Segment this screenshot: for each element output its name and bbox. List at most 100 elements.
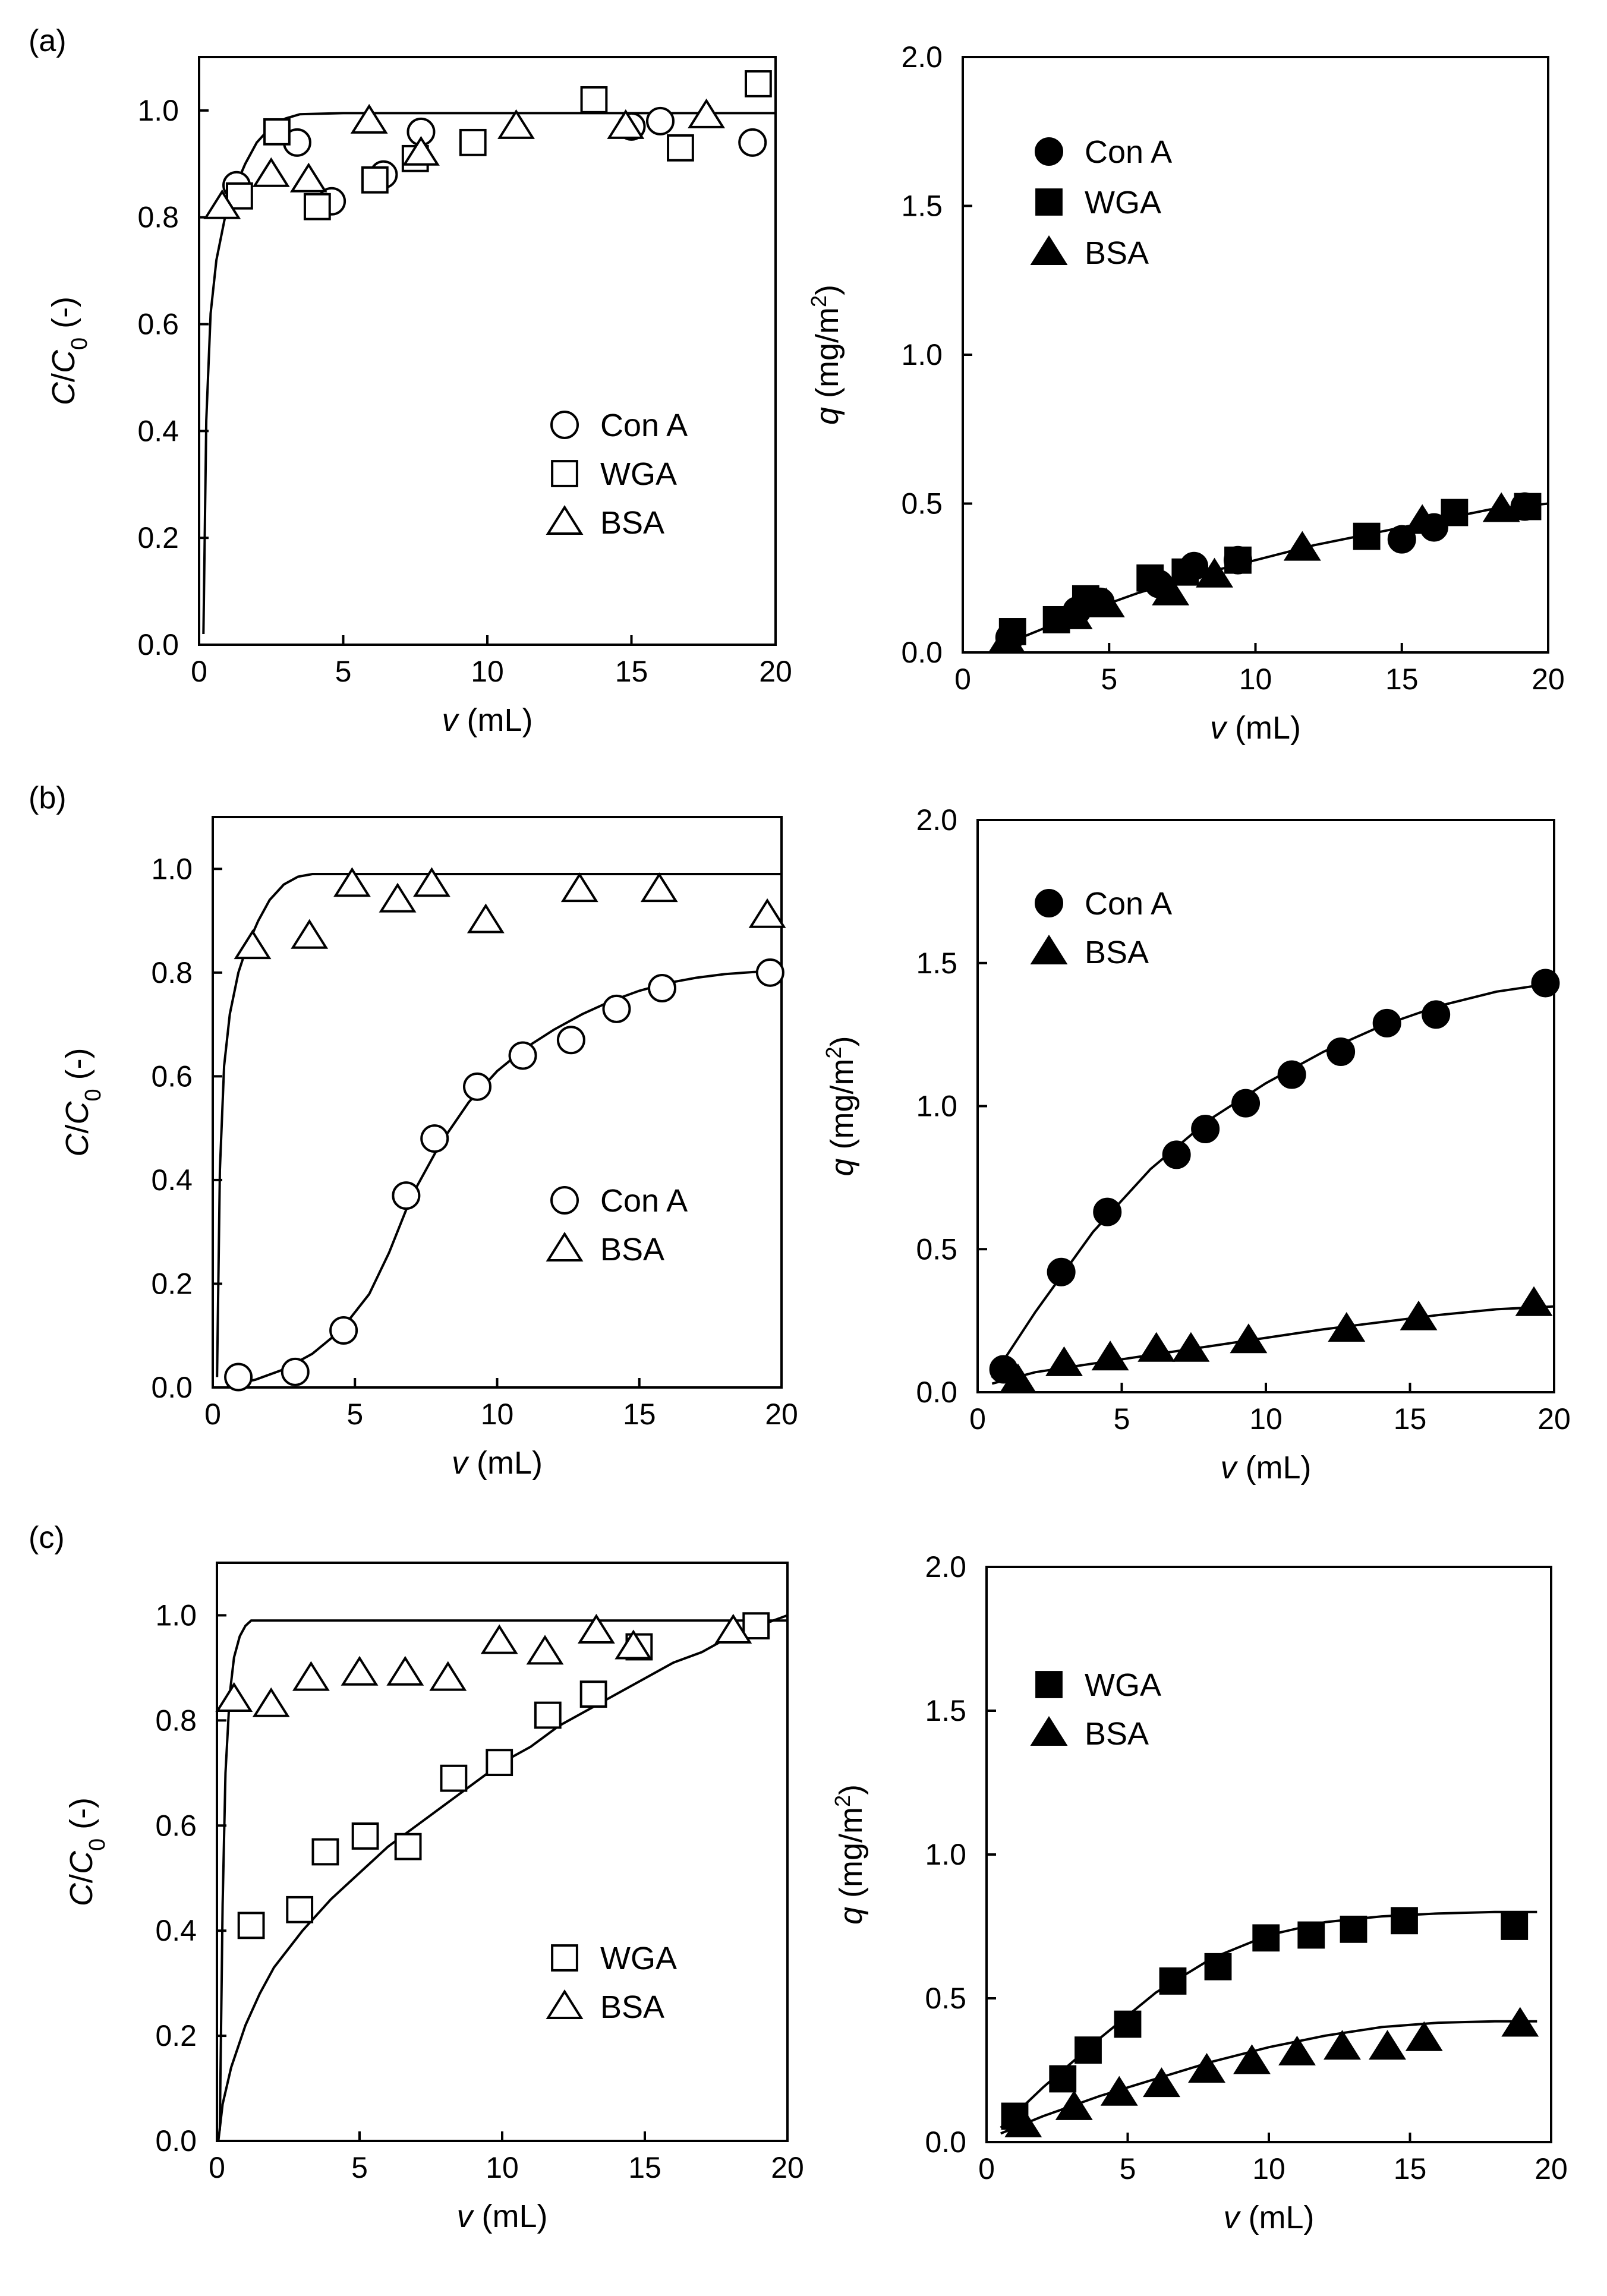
data-point-bsa: [289, 162, 327, 193]
data-point-bsa: [1196, 557, 1233, 588]
data-point-bsa: [252, 1687, 290, 1717]
data-point-wga: [1224, 546, 1252, 574]
legend-marker-con-a: [550, 1186, 579, 1215]
data-point-wga: [534, 1701, 562, 1729]
data-point-bsa: [988, 623, 1026, 653]
data-point-bsa: [1283, 531, 1321, 561]
data-point-wga: [361, 166, 389, 194]
data-point-bsa: [292, 1661, 330, 1691]
x-tick-label: 20: [1537, 1402, 1571, 1436]
data-point-con-a: [755, 958, 784, 987]
legend-marker-con-a: [1035, 137, 1063, 166]
y-tick-label: 0.5: [916, 1232, 957, 1266]
data-point-con-a: [646, 106, 675, 135]
x-axis-label: v (mL): [1224, 2200, 1315, 2235]
data-point-con-a: [1531, 969, 1560, 998]
legend-marker-bsa: [546, 504, 584, 535]
data-point-bsa: [1278, 2035, 1316, 2065]
chart-a-left: 0 5 10 15 20 0.0 0.2 0.4 0.6 0.8 1.0 v (mL) C/C0 (-)…: [46, 56, 792, 738]
data-point-bsa: [1482, 492, 1520, 522]
data-point-bsa: [429, 1661, 467, 1691]
chart-c-left: 0 5 10 15 20 0.0 0.2 0.4 0.6 0.8 1.0 v (mL) C/C0 (-)…: [64, 1562, 804, 2234]
x-tick-label: 0: [209, 2151, 225, 2184]
x-axis-label: v (mL): [452, 1445, 543, 1481]
chart-b-right: 0 5 10 15 20 0.0 0.5 1.0 1.5 2.0 v (mL) q (mg/m2) Co…: [821, 803, 1571, 1486]
y-axis-label: q (mg/m2): [806, 285, 846, 425]
y-tick-label: 1.5: [916, 947, 957, 980]
data-point-con-a: [1422, 1000, 1451, 1029]
x-tick-label: 15: [1394, 1402, 1427, 1436]
y-tick-label: 0.0: [916, 1376, 957, 1409]
y-tick-label: 0.8: [151, 956, 193, 989]
fit-curve: [216, 873, 782, 1377]
data-point-bsa: [252, 157, 290, 187]
data-point-bsa: [1233, 2044, 1271, 2074]
data-point-con-a: [281, 1357, 310, 1386]
y-axis-label: q (mg/m2): [821, 1036, 861, 1176]
y-tick-label: 0.5: [901, 487, 943, 521]
data-point-bsa: [1188, 2052, 1225, 2083]
x-axis-label: v (mL): [1210, 710, 1301, 746]
legend-marker-con-a: [1035, 889, 1063, 917]
x-tick-label: 0: [204, 1398, 221, 1431]
y-axis-label: C/C0 (-): [59, 1048, 106, 1156]
data-point-bsa: [402, 135, 440, 166]
data-point-con-a: [329, 1316, 358, 1345]
y-tick-label: 1.0: [137, 94, 179, 127]
y-tick-label: 0.8: [155, 1704, 197, 1737]
x-tick-label: 0: [969, 1402, 986, 1436]
data-point-bsa: [1230, 1323, 1268, 1354]
data-point-bsa: [1087, 587, 1125, 617]
data-point-wga: [286, 1896, 314, 1923]
data-point-bsa: [1055, 599, 1093, 629]
data-point-wga: [237, 1912, 265, 1939]
legend-marker-bsa: [1030, 1715, 1068, 1746]
legend-label-con-a: Con A: [1085, 134, 1172, 170]
legend-label-wga: WGA: [600, 1941, 677, 1976]
data-point-bsa: [234, 929, 272, 960]
data-point-bsa: [999, 1363, 1037, 1393]
x-tick-label: 5: [1120, 2152, 1136, 2185]
data-point-wga: [1353, 522, 1381, 550]
data-point-wga: [351, 1822, 379, 1850]
data-point-wga: [263, 118, 291, 146]
y-tick-label: 2.0: [925, 1550, 966, 1584]
data-point-bsa: [1172, 1332, 1210, 1362]
data-point-bsa: [1400, 1300, 1438, 1330]
y-tick-label: 1.0: [916, 1090, 957, 1123]
x-tick-label: 20: [759, 655, 792, 688]
data-point-wga: [1204, 1953, 1232, 1980]
y-tick-label: 0.0: [155, 2124, 197, 2158]
data-point-wga: [1441, 499, 1469, 526]
legend-label-wga: WGA: [600, 456, 677, 492]
data-point-bsa: [341, 1655, 379, 1686]
data-point-bsa: [1515, 1286, 1553, 1316]
data-point-wga: [1391, 1907, 1418, 1935]
x-tick-label: 5: [351, 2151, 368, 2184]
data-point-bsa: [607, 109, 645, 139]
data-point-wga: [394, 1833, 422, 1860]
data-point-bsa: [480, 1624, 518, 1654]
data-point-wga: [667, 134, 694, 162]
data-point-wga: [486, 1749, 513, 1777]
data-point-con-a: [508, 1041, 537, 1070]
x-tick-label: 0: [191, 655, 207, 688]
legend-marker-bsa: [546, 1989, 584, 2019]
data-point-bsa: [1055, 2090, 1093, 2120]
legend-label-con-a: Con A: [600, 1183, 688, 1219]
x-axis-label: v (mL): [457, 2199, 548, 2234]
y-tick-label: 1.5: [901, 190, 943, 223]
data-point-wga: [1340, 1915, 1367, 1943]
data-point-bsa: [215, 1682, 253, 1712]
fit-curve: [202, 112, 776, 635]
data-point-wga: [1136, 564, 1164, 592]
panel-label-b: (b): [29, 781, 67, 815]
data-point-bsa: [350, 103, 388, 134]
data-point-wga: [1049, 2065, 1077, 2093]
data-point-con-a: [738, 128, 767, 157]
y-tick-label: 1.0: [925, 1838, 966, 1871]
y-tick-label: 0.4: [137, 414, 179, 447]
x-tick-label: 10: [471, 655, 504, 688]
fit-curve: [991, 982, 1554, 1379]
data-point-bsa: [688, 98, 726, 128]
